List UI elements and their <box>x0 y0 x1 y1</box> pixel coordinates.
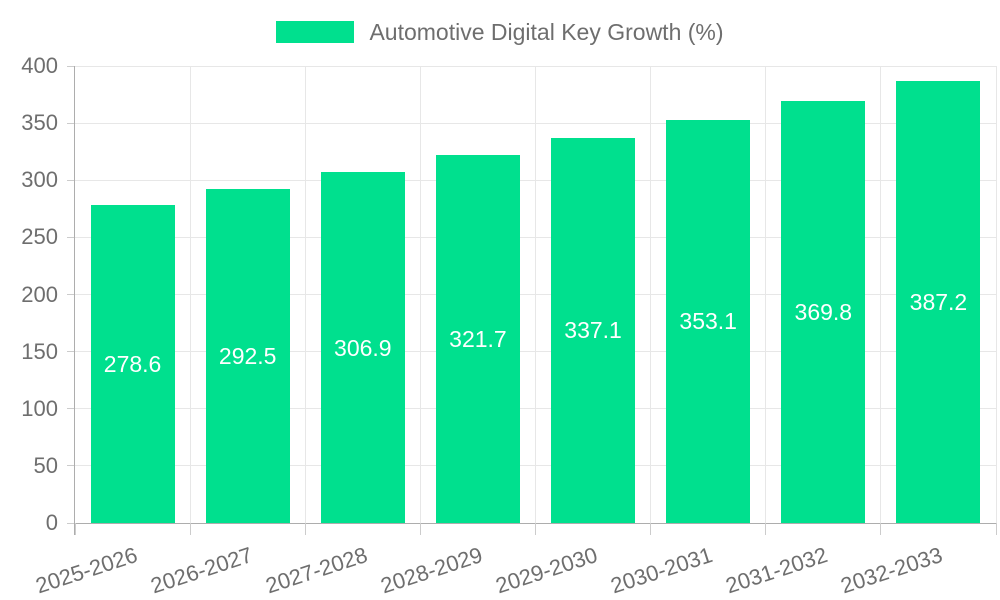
bar-value-label: 369.8 <box>794 298 853 325</box>
bar-value-label: 387.2 <box>909 288 968 315</box>
y-axis-tick-label: 350 <box>21 110 58 136</box>
x-axis-tick-label: 2032-2033 <box>838 542 946 599</box>
gridline-vertical <box>304 66 306 523</box>
x-axis-tick-label: 2027-2028 <box>262 542 371 599</box>
y-axis-tick-label: 0 <box>45 510 58 535</box>
x-axis-tick <box>74 523 76 535</box>
y-axis-tick-label: 400 <box>21 53 58 78</box>
legend[interactable]: Automotive Digital Key Growth (%) <box>0 19 1000 45</box>
x-axis-tick <box>880 523 882 535</box>
bar[interactable] <box>435 155 520 523</box>
y-axis-tick-label: 100 <box>21 395 58 421</box>
y-axis-line <box>74 66 75 535</box>
x-axis-tick <box>304 523 306 535</box>
bar-value-label: 353.1 <box>679 308 737 335</box>
gridline-vertical <box>995 66 997 523</box>
bar-value-label: 337.1 <box>564 317 622 344</box>
x-axis-tick <box>995 523 997 535</box>
x-axis-tick <box>650 523 652 535</box>
x-axis-tick-label: 2031-2032 <box>722 542 831 599</box>
gridline-vertical <box>765 66 767 523</box>
y-axis-tick-label: 150 <box>21 338 58 364</box>
y-axis-tick <box>67 522 75 524</box>
gridline-vertical <box>650 66 652 523</box>
gridline-vertical <box>189 66 191 523</box>
x-axis-tick <box>189 523 191 535</box>
y-axis-tick <box>67 465 75 467</box>
bar[interactable] <box>320 172 405 523</box>
y-axis-tick-label: 300 <box>21 167 58 193</box>
y-axis-tick <box>67 65 75 67</box>
gridline-vertical <box>535 66 536 523</box>
x-axis-tick <box>765 523 767 535</box>
y-axis-tick-label: 50 <box>33 452 58 478</box>
y-axis-tick <box>67 122 75 124</box>
x-axis-tick-label: 2030-2031 <box>607 542 716 599</box>
y-axis-tick <box>67 351 75 353</box>
bar-value-label: 321.7 <box>449 326 507 353</box>
legend-marker-swatch[interactable] <box>276 21 355 43</box>
legend-label: Automotive Digital Key Growth (%) <box>369 19 724 45</box>
bar[interactable] <box>781 100 866 523</box>
y-axis-tick <box>67 179 75 181</box>
bar-value-label: 306.9 <box>334 334 392 361</box>
x-axis-tick-label: 2029-2030 <box>492 542 601 599</box>
bar[interactable] <box>666 119 751 523</box>
x-axis-tick <box>535 523 536 535</box>
gridline-vertical <box>419 66 421 523</box>
gridline-vertical <box>880 66 882 523</box>
bar-value-label: 292.5 <box>218 342 277 369</box>
y-axis-tick <box>67 408 75 410</box>
x-axis-tick <box>419 523 421 535</box>
y-axis-tick-label: 250 <box>21 224 58 250</box>
y-axis-tick-label: 200 <box>21 281 58 307</box>
x-axis-tick-label: 2025-2026 <box>32 542 140 599</box>
x-axis-tick-label: 2026-2027 <box>147 542 256 599</box>
y-axis-tick <box>67 294 75 295</box>
bar[interactable] <box>90 204 175 523</box>
x-axis-tick-label: 2028-2029 <box>377 542 486 599</box>
bar[interactable] <box>205 188 290 523</box>
bar[interactable] <box>551 137 636 523</box>
y-axis-tick <box>67 236 75 238</box>
bar[interactable] <box>896 80 981 523</box>
bar-value-label: 278.6 <box>103 350 162 377</box>
